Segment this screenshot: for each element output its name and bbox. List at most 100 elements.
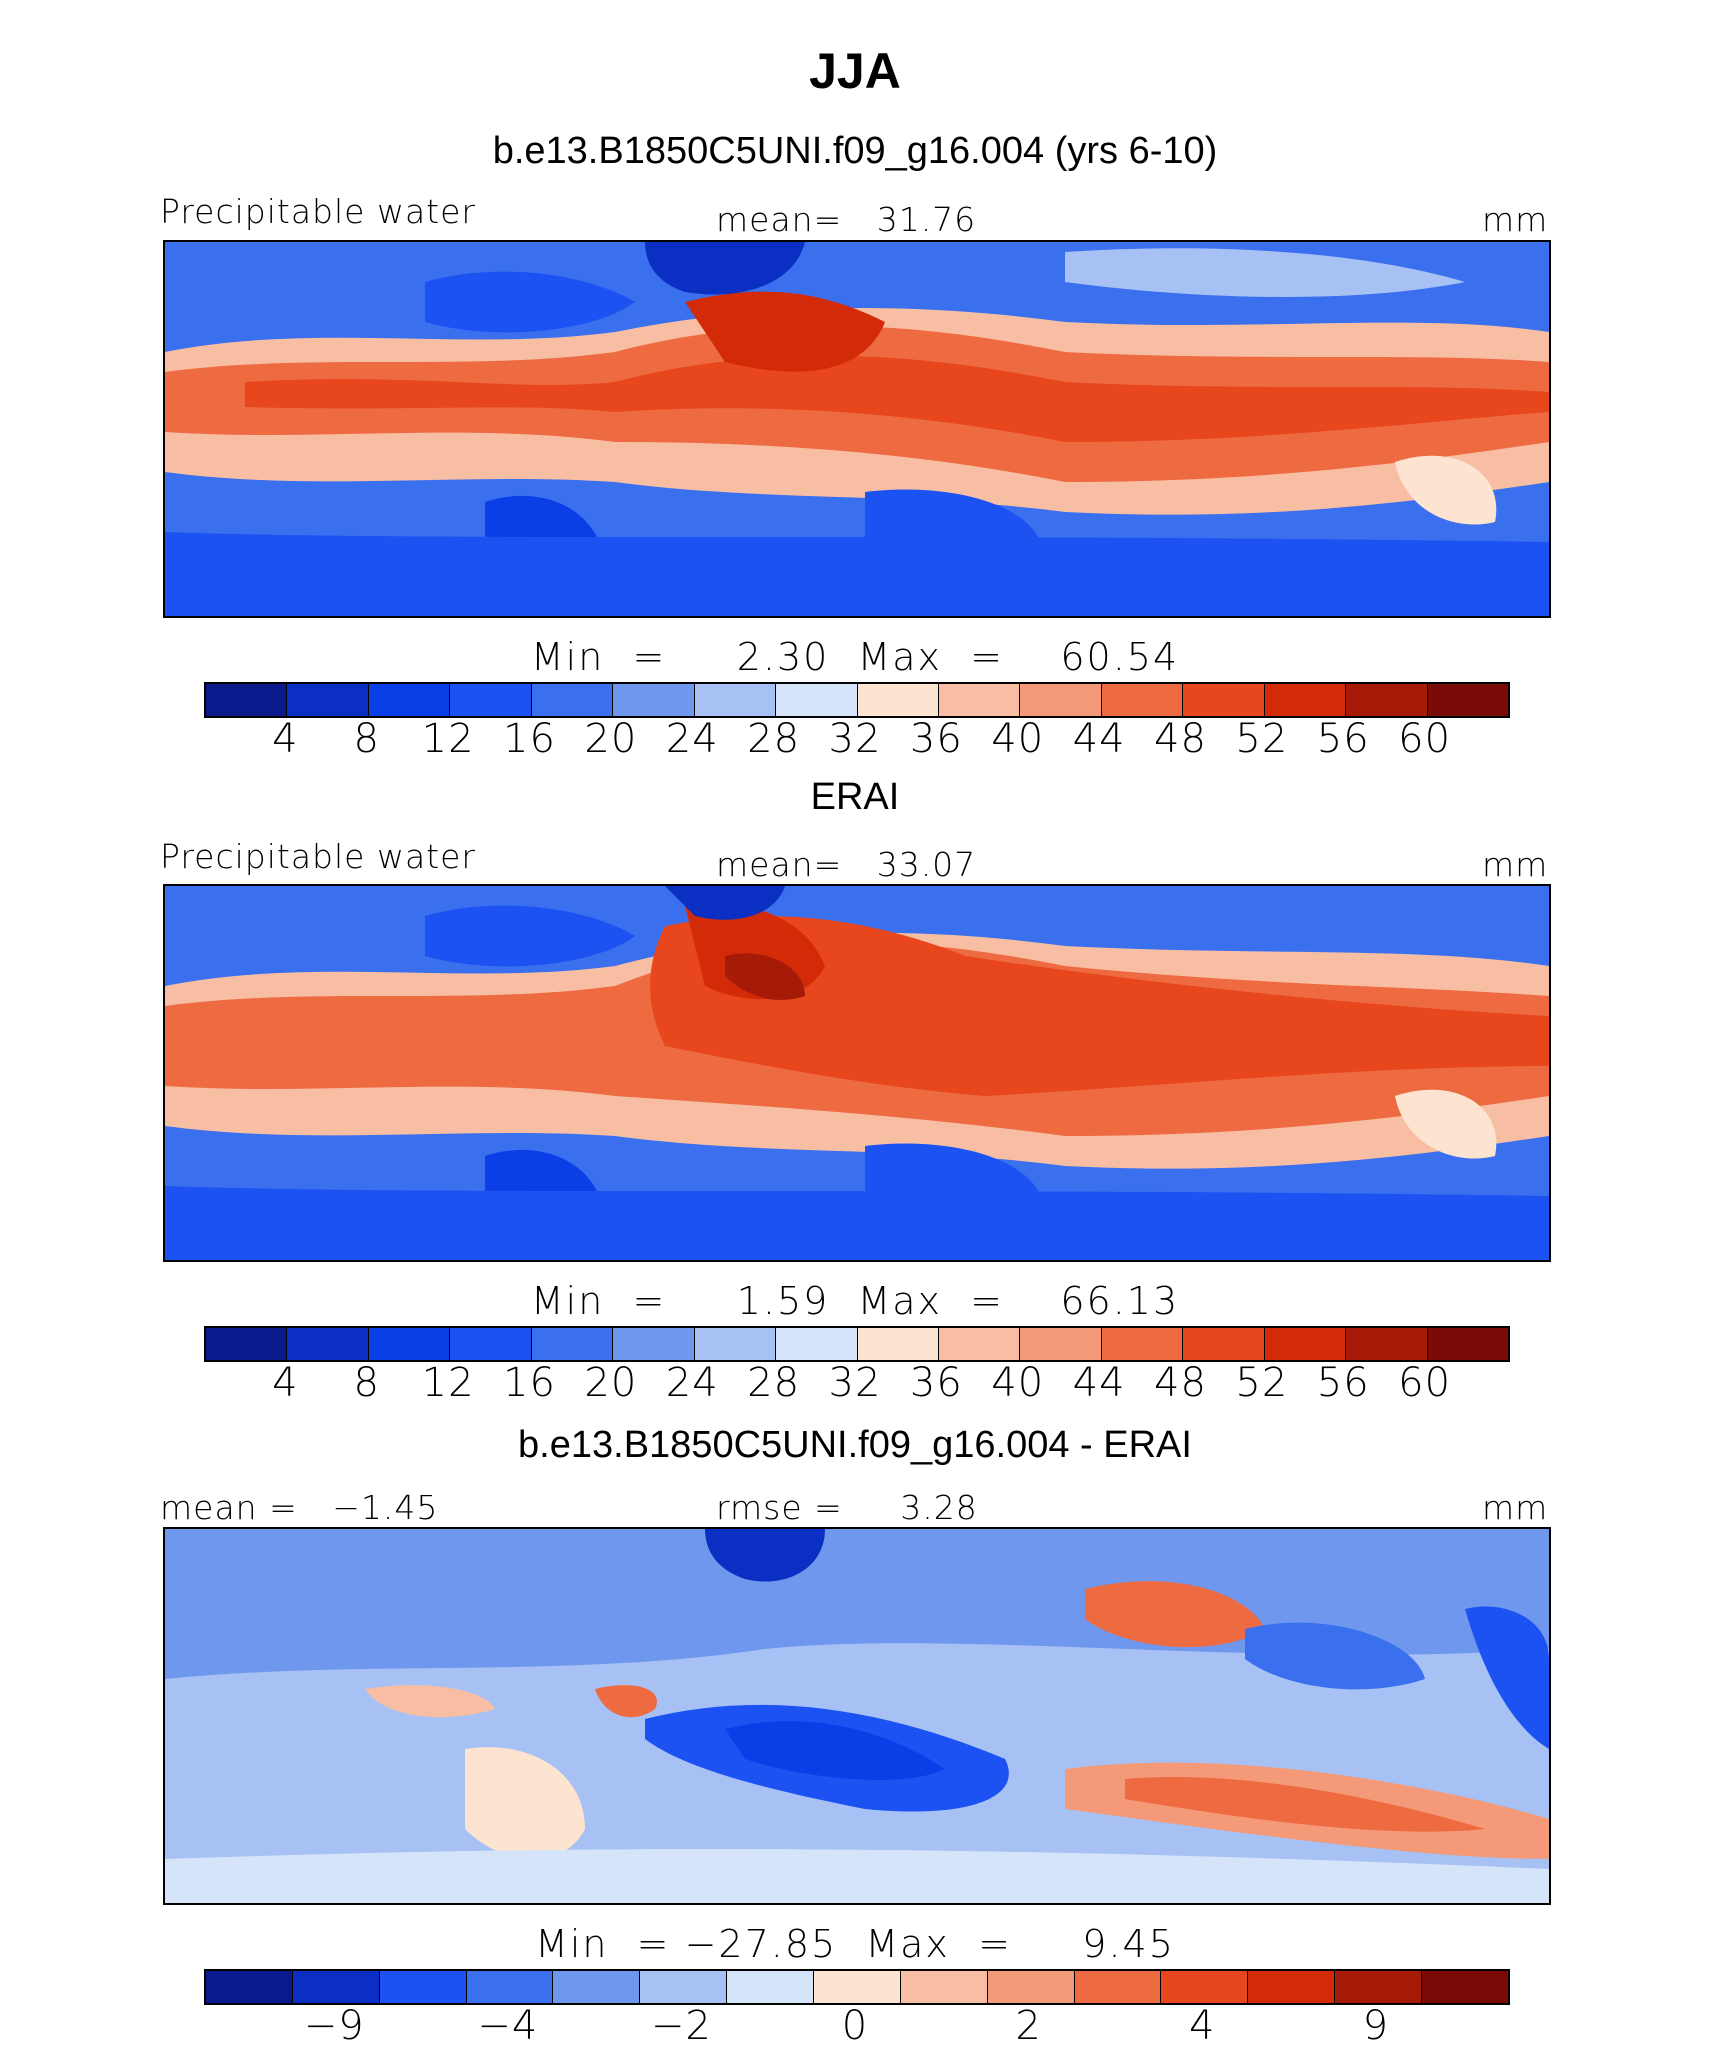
colorbar-swatch [987, 1971, 1075, 2003]
panel1-colorbar-ticks: 4 8 12 16 20 24 28 32 36 40 44 48 52 56 60 [0, 716, 1710, 766]
colorbar-tick-label: −4 [477, 2003, 539, 2049]
colorbar-tick-label: 44 [1072, 716, 1126, 762]
colorbar-swatch [553, 1971, 641, 2003]
colorbar-swatch [1101, 1328, 1184, 1360]
colorbar-swatch [857, 1328, 939, 1360]
colorbar-tick-label: 56 [1316, 1360, 1370, 1406]
colorbar-swatch [292, 1971, 380, 2003]
colorbar-tick-label: 56 [1316, 716, 1370, 762]
colorbar-tick-label: 40 [991, 716, 1045, 762]
colorbar-tick-label: 36 [909, 1360, 963, 1406]
panel1-title: b.e13.B1850C5UNI.f09_g16.004 (yrs 6-10) [492, 130, 1218, 172]
colorbar-swatch [900, 1971, 988, 2003]
colorbar-swatch [1020, 684, 1102, 716]
colorbar-tick-label: 40 [991, 1360, 1045, 1406]
panel2-colorbar [204, 1326, 1510, 1362]
colorbar-swatch [1161, 1971, 1249, 2003]
colorbar-swatch [206, 1328, 288, 1360]
panel3-colorbar-ticks: −9 −4 −2 0 2 4 9 [0, 2003, 1710, 2049]
colorbar-tick-label: 60 [1398, 716, 1452, 762]
panel1-minmax: Min = 2.30 Max = 60.54 [530, 635, 1180, 679]
panel2-mean-label: mean= 33.07 [716, 845, 977, 884]
colorbar-swatch [694, 1328, 777, 1360]
panel1-map-svg [165, 242, 1549, 616]
colorbar-tick-label: 44 [1072, 1360, 1126, 1406]
colorbar-swatch [368, 684, 451, 716]
panel1-units-label: mm [1482, 200, 1549, 239]
colorbar-swatch [368, 1328, 451, 1360]
colorbar-swatch [727, 1971, 815, 2003]
colorbar-tick-label: 2 [1015, 2003, 1042, 2049]
colorbar-swatch [287, 1328, 369, 1360]
panel1-variable-label: Precipitable water [160, 192, 476, 231]
colorbar-tick-label: 9 [1362, 2003, 1390, 2049]
panel3-rmse-label: rmse = 3.28 [716, 1488, 978, 1527]
panel3-units-label: mm [1482, 1488, 1549, 1527]
colorbar-tick-label: 24 [665, 1360, 719, 1406]
colorbar-swatch [694, 684, 777, 716]
colorbar-swatch [857, 684, 939, 716]
colorbar-tick-label: 4 [272, 1360, 299, 1406]
panel2-colorbar-ticks: 4 8 12 16 20 24 28 32 36 40 44 48 52 56 60 [0, 1360, 1710, 1410]
colorbar-tick-label: 32 [828, 716, 882, 762]
colorbar-swatch [640, 1971, 728, 2003]
panel3-colorbar [204, 1969, 1510, 2005]
colorbar-swatch [1422, 1971, 1508, 2003]
panel1-map [163, 240, 1551, 618]
colorbar-swatch [938, 1328, 1021, 1360]
colorbar-tick-label: 8 [353, 1360, 380, 1406]
colorbar-swatch [938, 684, 1021, 716]
colorbar-tick-label: 60 [1398, 1360, 1452, 1406]
colorbar-swatch [1335, 1971, 1423, 2003]
colorbar-tick-label: 28 [747, 716, 801, 762]
colorbar-tick-label: 24 [665, 716, 719, 762]
colorbar-swatch [1346, 1328, 1428, 1360]
colorbar-tick-label: 16 [503, 1360, 556, 1406]
colorbar-swatch [1020, 1328, 1102, 1360]
colorbar-swatch [379, 1971, 467, 2003]
colorbar-swatch [287, 684, 369, 716]
colorbar-tick-label: 20 [584, 1360, 638, 1406]
colorbar-swatch [613, 684, 695, 716]
panel3-mean-label: mean = −1.45 [160, 1488, 439, 1527]
colorbar-tick-label: 48 [1154, 1360, 1207, 1406]
colorbar-tick-label: −2 [650, 2003, 712, 2049]
colorbar-tick-label: 4 [272, 716, 299, 762]
colorbar-swatch [1101, 684, 1184, 716]
panel3-map [163, 1527, 1551, 1905]
colorbar-tick-label: −9 [303, 2003, 365, 2049]
panel3-minmax: Min = −27.85 Max = 9.45 [535, 1922, 1175, 1966]
colorbar-swatch [1264, 1328, 1347, 1360]
panel1-colorbar [204, 682, 1510, 718]
colorbar-swatch [1074, 1971, 1162, 2003]
colorbar-swatch [814, 1971, 901, 2003]
colorbar-tick-label: 52 [1235, 1360, 1289, 1406]
colorbar-tick-label: 36 [909, 716, 963, 762]
colorbar-swatch [776, 684, 858, 716]
panel3-title: b.e13.B1850C5UNI.f09_g16.004 - ERAI [518, 1424, 1192, 1466]
panel2-title: ERAI [810, 776, 900, 818]
colorbar-tick-label: 12 [421, 1360, 475, 1406]
panel2-map [163, 884, 1551, 1262]
colorbar-swatch [1183, 1328, 1265, 1360]
colorbar-swatch [1427, 1328, 1508, 1360]
colorbar-swatch [1264, 684, 1347, 716]
colorbar-swatch [206, 1971, 293, 2003]
panel2-map-svg [165, 886, 1549, 1260]
colorbar-tick-label: 20 [584, 716, 638, 762]
figure-title: JJA [809, 43, 901, 99]
colorbar-tick-label: 32 [828, 1360, 882, 1406]
colorbar-tick-label: 16 [503, 716, 556, 762]
colorbar-swatch [206, 684, 288, 716]
colorbar-tick-label: 12 [421, 716, 475, 762]
colorbar-tick-label: 52 [1235, 716, 1289, 762]
panel1-mean-label: mean= 31.76 [716, 200, 977, 239]
colorbar-swatch [450, 1328, 532, 1360]
colorbar-tick-label: 8 [353, 716, 380, 762]
colorbar-swatch [450, 684, 532, 716]
colorbar-swatch [776, 1328, 858, 1360]
colorbar-swatch [466, 1971, 554, 2003]
colorbar-swatch [1346, 684, 1428, 716]
colorbar-swatch [1248, 1971, 1336, 2003]
panel2-units-label: mm [1482, 845, 1549, 884]
